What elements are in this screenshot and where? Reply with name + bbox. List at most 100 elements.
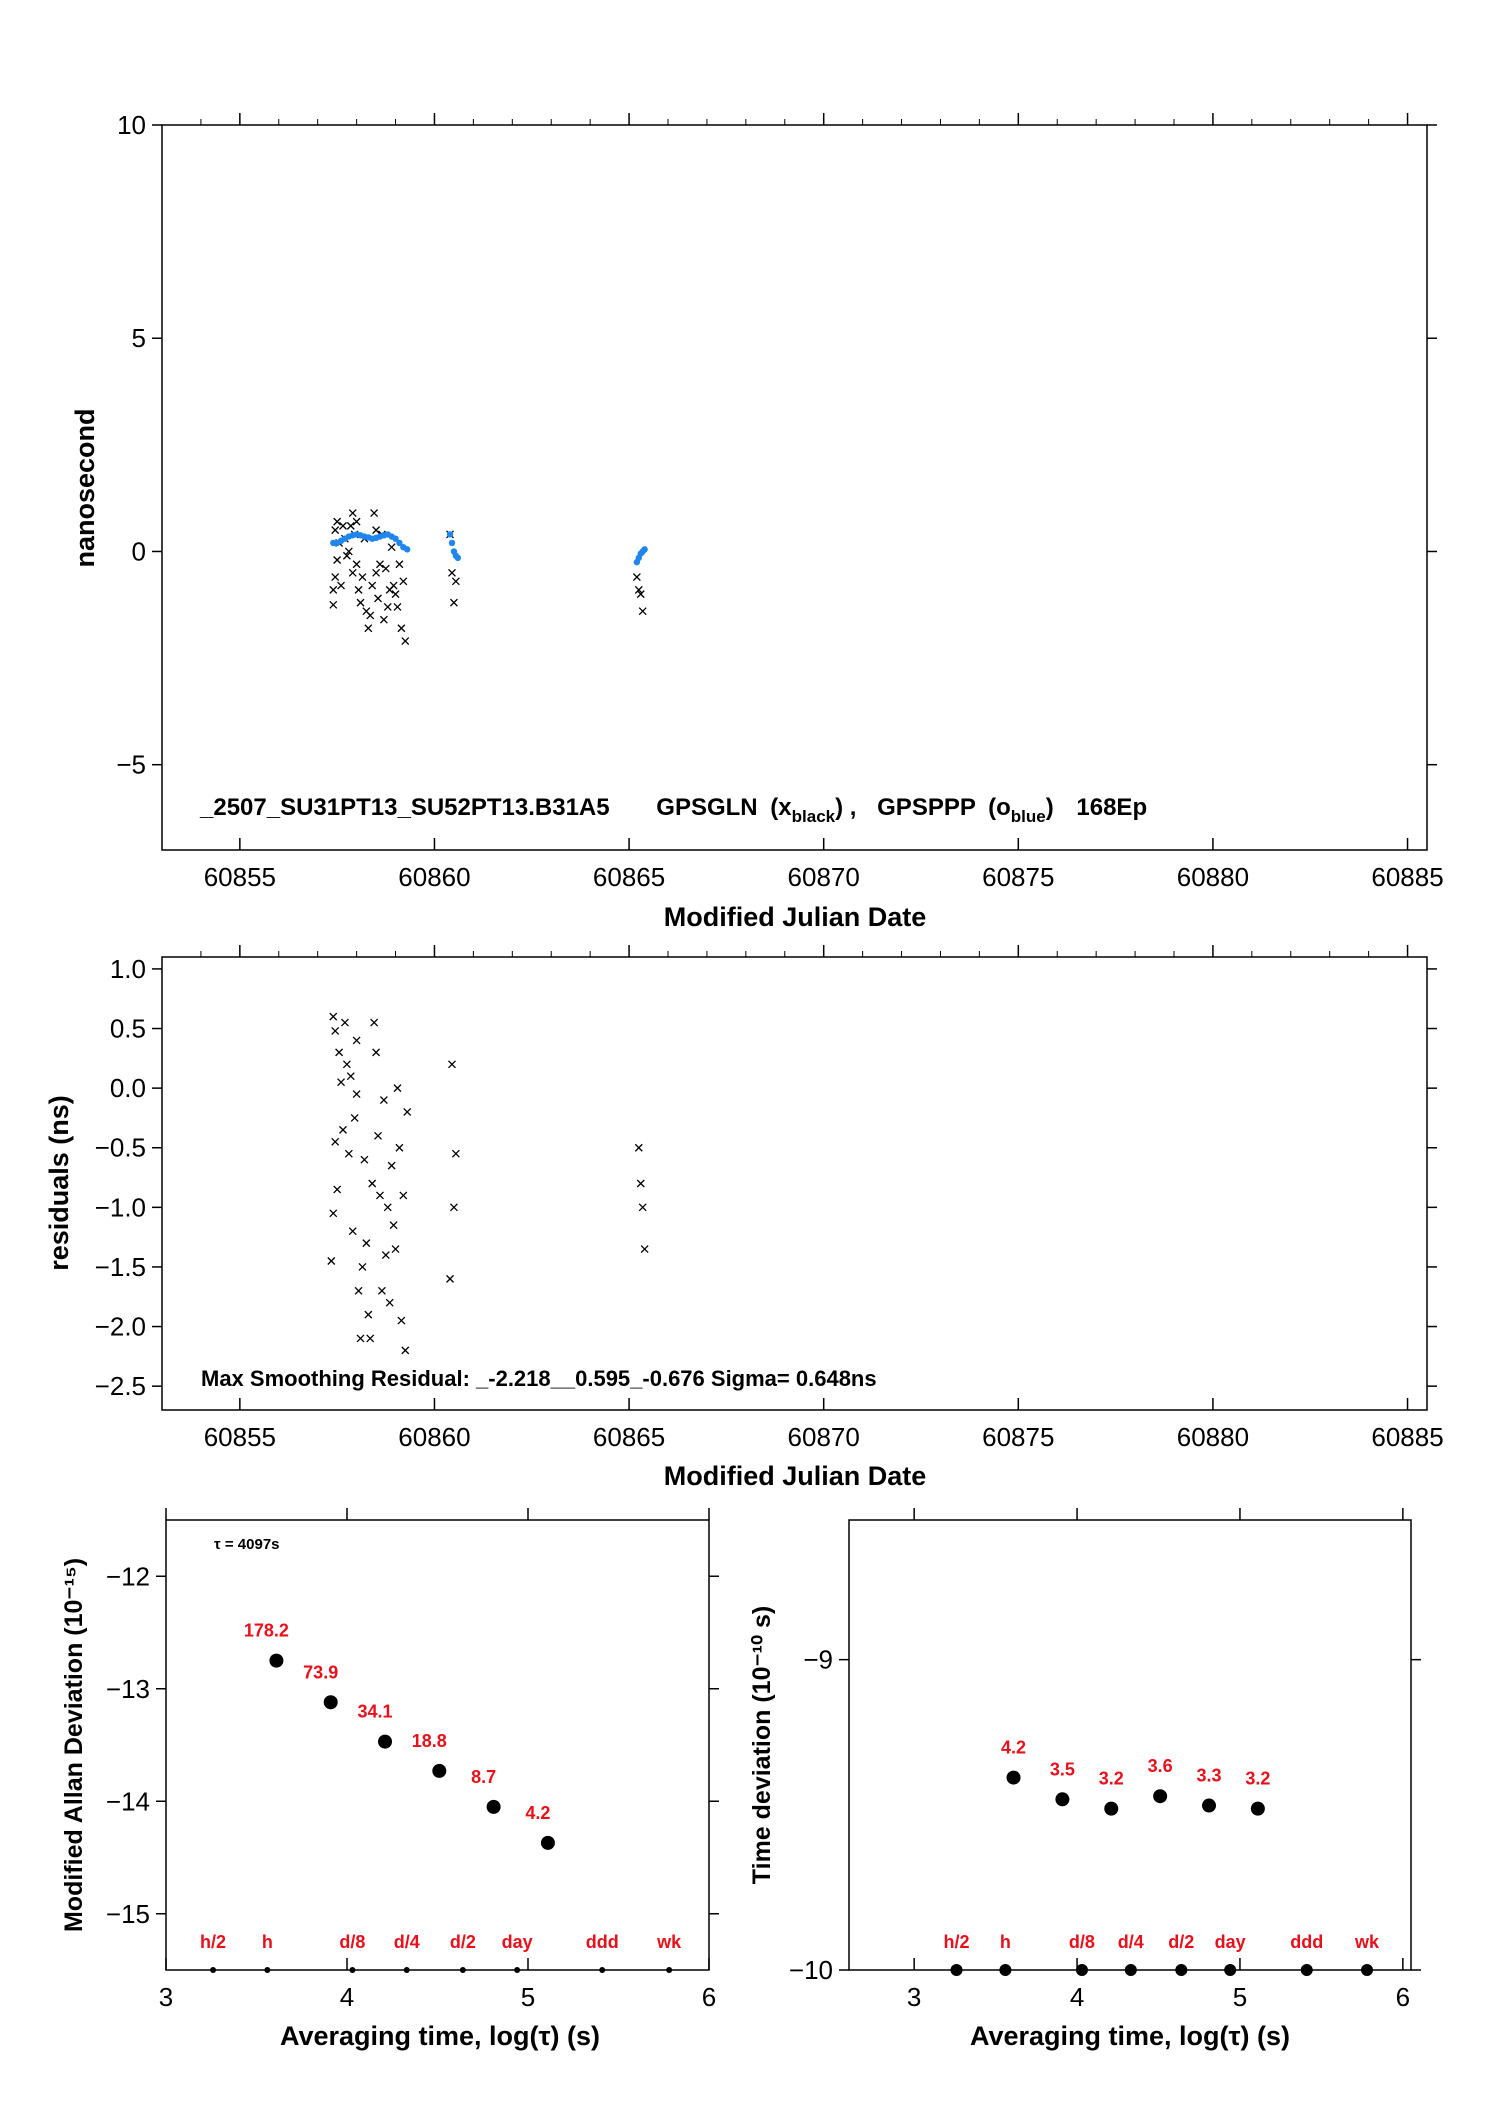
y-tick-label: −15 [106,1899,150,1929]
point-stroke [352,1090,361,1099]
stability-point [1202,1798,1217,1813]
point-x [337,581,346,590]
interval-marker [1300,1964,1313,1976]
y-tick-label: −10 [789,1955,833,1985]
point-stroke [389,581,398,590]
point-stroke [331,1026,340,1035]
panel-clock-comparison: 60855 60860 60865 60870 60875 60880 60885 10 5 0 −… [70,110,1444,932]
point-x [397,1316,406,1325]
point-x [339,1125,347,1134]
point-stroke [399,1191,408,1200]
point-x [383,1203,392,1212]
panel-time-deviation: 3 4 5 6 −9 −10 4.2 3.5 3.2 3.6 3.3 3.2 h/2 h d/8 d/4 d/… [748,1508,1421,2051]
epoch-count: 168Ep [1076,794,1147,821]
data-points [329,509,648,645]
point-stroke [383,1203,392,1212]
point-x [383,602,392,611]
point-x [638,607,647,616]
point-x [331,1137,340,1146]
point-blue [396,539,403,547]
point-stroke [339,521,347,530]
run-id: _2507_SU31PT13_SU52PT13.B31A5 [199,794,610,821]
point-stroke [395,1143,404,1152]
point-stroke [372,568,381,577]
residual-summary: Max Smoothing Residual: _-2.218__0.595_-… [201,1366,877,1391]
stability-point [378,1734,393,1749]
point-value-label: 3.5 [1050,1759,1075,1779]
point-x [354,585,363,594]
point-stroke [393,1084,402,1093]
point-x [387,543,396,552]
point-x [344,547,353,556]
point-stroke [329,1012,338,1021]
x-tick-label: 6 [702,1982,716,2012]
point-x [327,1257,336,1265]
point-stroke [329,585,338,594]
point-blue [446,531,454,538]
x-tick-label: 60860 [398,862,470,892]
data-points: 4.2 3.5 3.2 3.6 3.3 3.2 h/2 h d/8 d/4 d/2 day ddd wk [944,1738,1380,1976]
point-x [401,637,410,645]
y-axis-label: Modified Allan Deviation (10⁻¹⁵) [60,1558,88,1932]
point-stroke [632,573,641,582]
point-blue [404,546,411,553]
interval-label: ddd [1290,1932,1323,1952]
point-stroke [352,517,361,526]
x-axis-label: Modified Julian Date [664,902,927,932]
point-stroke [366,611,375,620]
point-x [342,1060,351,1069]
point-stroke [352,1036,361,1045]
point-stroke [451,1149,460,1158]
interval-marker [1224,1964,1237,1976]
point-stroke [366,1334,375,1343]
point-stroke [327,1257,336,1265]
y-tick-label: −0.5 [95,1133,146,1163]
x-tick-label: 60870 [788,1422,860,1452]
series-b-name: GPSPPP [877,794,976,821]
y-tick-label: 1.0 [110,954,146,984]
point-stroke [370,1018,379,1027]
point-x [403,1108,412,1116]
x-tick-label: 3 [159,1982,173,2012]
point-x [331,573,340,582]
x-tick-label: 60885 [1371,862,1443,892]
point-x [335,1048,344,1057]
point-value-label: 18.8 [412,1731,447,1751]
point-stroke [381,1251,390,1259]
series-a-mark: x [778,794,792,821]
point-x [636,590,645,599]
point-stroke [356,1334,365,1343]
panel-residuals: 60855 60860 60865 60870 60875 60880 60885 1.0 0.… [44,945,1444,1491]
x-tick-label: 60855 [204,1422,276,1452]
point-stroke [348,1227,357,1236]
y-tick-label: −1.5 [95,1252,146,1282]
plot-frame [161,956,1428,1411]
y-tick-label: 0 [132,536,146,566]
stability-point [432,1763,447,1778]
point-stroke [329,1209,338,1218]
point-stroke [346,1072,355,1081]
x-tick-label: 5 [521,1982,535,2012]
interval-label: wk [1354,1932,1380,1952]
point-stroke [331,526,340,535]
point-stroke [358,1262,367,1271]
point-x [352,560,361,569]
point-stroke [356,598,365,607]
point-stroke [333,556,342,564]
point-value-label: 3.6 [1148,1756,1173,1776]
point-x [360,1155,369,1164]
interval-marker [599,1967,606,1973]
point-stroke [331,573,340,582]
point-stroke [387,1161,396,1170]
point-x [333,556,342,564]
point-stroke [329,600,338,609]
point-blue [641,546,648,553]
interval-marker [950,1964,963,1976]
point-stroke [389,1221,398,1230]
point-x [329,1012,338,1021]
point-value-label: 73.9 [303,1662,338,1682]
interval-marker [514,1967,521,1973]
point-x [376,560,384,569]
point-stroke [333,1185,342,1194]
